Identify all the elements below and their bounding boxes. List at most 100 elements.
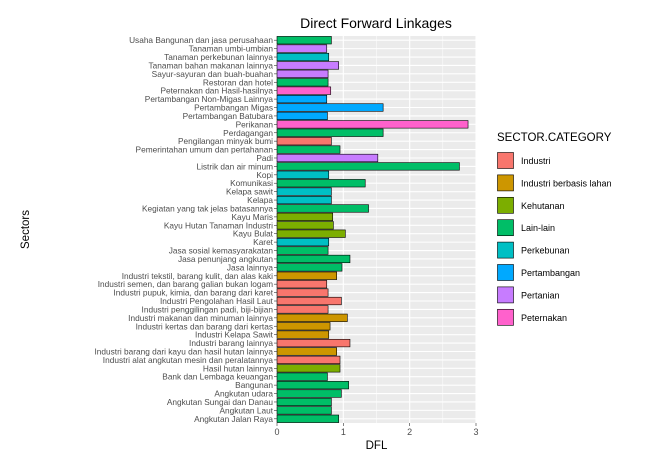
legend-label: Kehutanan	[521, 201, 565, 211]
bar	[276, 111, 328, 121]
bar	[276, 86, 332, 95]
y-tick-label: Perikanan	[236, 119, 274, 129]
legend-swatch	[497, 174, 514, 192]
bar	[276, 95, 328, 104]
x-tick-label: 1	[341, 427, 346, 437]
y-tick-label: Kayu Bulat	[233, 229, 274, 239]
y-tick-label: Kelapa	[247, 195, 273, 205]
bar	[276, 145, 341, 154]
legend-label: Pertanian	[521, 290, 560, 300]
bar	[276, 187, 332, 196]
bar	[276, 271, 338, 280]
y-tick-label: Industri semen, dan barang galian bukan …	[98, 279, 273, 289]
bar	[276, 69, 329, 78]
legend-label: Peternakan	[521, 313, 567, 323]
y-tick-label: Industri makanan dan minuman lainnya	[128, 313, 273, 323]
bar	[276, 313, 348, 322]
bar	[276, 305, 329, 314]
bar	[276, 364, 341, 373]
legend-swatch	[497, 264, 514, 281]
bar	[276, 414, 339, 423]
bar	[276, 137, 332, 146]
y-tick-label: Jasa sosial kemasyarakatan	[169, 246, 274, 256]
legend-swatch	[497, 197, 514, 214]
legend-label: Perkebunan	[521, 246, 570, 256]
y-tick-label: Bank dan Lembaga keuangan	[162, 372, 273, 382]
y-tick-label: Sayur-sayuran dan buah-buahan	[152, 69, 274, 79]
y-tick-label: Kegiatan yang tak jelas batasannya	[142, 203, 273, 213]
chart-title: Direct Forward Linkages	[300, 15, 452, 31]
bar	[276, 322, 331, 331]
y-tick-label: Restoran dan hotel	[203, 77, 273, 87]
x-tick-label: 0	[274, 427, 279, 437]
y-tick-label: Industri barang lainnya	[189, 338, 273, 348]
y-tick-label: Komunikasi	[230, 178, 273, 188]
y-tick-label: Tanaman umbi-umbian	[189, 44, 274, 54]
y-tick-label: Pengilangan minyak bumi	[178, 136, 273, 146]
y-tick-label: Tanaman perkebunan lainnya	[164, 52, 273, 62]
bar	[276, 36, 332, 45]
y-tick-label: Tanaman bahan makanan lainnya	[148, 60, 273, 70]
y-tick-label: Industri pupuk, kimia, dan barang dari k…	[113, 288, 273, 298]
legend-label: Industri berbasis lahan	[521, 178, 612, 188]
bar	[276, 246, 329, 255]
y-tick-label: Industri Kelapa Sawit	[195, 330, 274, 340]
bar	[276, 179, 366, 188]
y-tick-label: Industri tekstil, barang kulit, dan alas…	[122, 271, 273, 281]
x-tick-label: 3	[473, 427, 478, 437]
bar	[276, 288, 329, 297]
legend-label: Lain-lain	[521, 223, 555, 233]
bar	[276, 78, 329, 87]
y-tick-labels: Usaha Bangunan dan jasa perusahaanTanama…	[94, 35, 277, 424]
bar	[276, 52, 330, 62]
y-tick-label: Bangunan	[235, 380, 273, 390]
bar	[276, 44, 328, 53]
bar	[276, 381, 349, 390]
y-tick-label: Usaha Bangunan dan jasa perusahaan	[129, 35, 273, 45]
y-tick-label: Industri Pengolahan Hasil Laut	[160, 296, 274, 306]
bar	[276, 162, 460, 171]
bar	[276, 338, 351, 348]
y-tick-label: Pertambangan Non-Migas Lainnya	[145, 94, 274, 104]
bar	[276, 254, 351, 264]
legend: SECTOR.CATEGORY Industri Industri berbasi…	[497, 132, 612, 326]
bar	[276, 280, 328, 289]
bar	[276, 330, 330, 339]
legend-label: Industri	[521, 156, 551, 166]
bar	[276, 153, 379, 163]
y-tick-label: Industri penggilingan padi, biji-bijian	[142, 304, 274, 314]
y-tick-label: Industri kertas dan barang dari kertas	[136, 321, 273, 331]
bar	[276, 389, 342, 398]
bar	[276, 170, 330, 179]
y-tick-label: Kelapa sawit	[226, 187, 274, 197]
y-tick-label: Jasa lainnya	[227, 262, 274, 272]
bar	[276, 296, 342, 306]
bar	[276, 204, 369, 213]
bar	[276, 263, 343, 272]
x-tick-label: 2	[407, 427, 412, 437]
legend-title: SECTOR.CATEGORY	[497, 132, 612, 144]
y-tick-label: Pertambangan Batubara	[183, 111, 274, 121]
bar	[276, 355, 341, 364]
bar	[276, 221, 334, 230]
y-tick-label: Kayu Hutan Tanaman Industri	[164, 220, 273, 230]
y-tick-label: Angkutan Jalan Raya	[194, 414, 273, 424]
y-tick-label: Pemerintahan umum dan pertahanan	[136, 145, 274, 155]
bar	[276, 406, 332, 415]
y-tick-label: Industri alat angkutan mesin dan peralat…	[103, 355, 274, 365]
y-tick-label: Pertambangan Migas	[194, 103, 273, 113]
bar	[276, 229, 346, 238]
y-tick-label: Angkutan Sungai dan Danau	[167, 397, 273, 407]
x-axis-title: DFL	[366, 440, 388, 452]
bar	[276, 397, 332, 407]
bar	[276, 238, 330, 247]
y-tick-label: Hasil hutan lainnya	[203, 363, 273, 373]
bar	[276, 372, 328, 381]
y-tick-label: Angkutan Laut	[219, 405, 273, 415]
legend-label: Pertambangan	[521, 268, 580, 278]
bar	[276, 128, 384, 137]
y-tick-label: Kayu Maris	[232, 212, 274, 222]
bar	[276, 212, 334, 221]
legend-swatch	[497, 308, 514, 326]
y-tick-label: Perdagangan	[223, 128, 273, 138]
